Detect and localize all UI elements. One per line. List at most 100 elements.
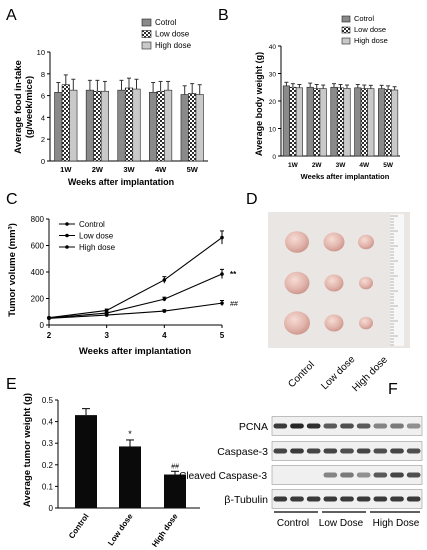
x-tick-label: 1W xyxy=(60,165,72,174)
bar xyxy=(61,84,70,162)
legend-label: High dose xyxy=(79,243,116,252)
bar xyxy=(384,89,392,157)
panel-label-e: E xyxy=(6,376,17,393)
food-intake-xlabel: Weeks after implantation xyxy=(68,177,174,187)
y-tick-label: 4 xyxy=(41,113,45,122)
bar xyxy=(360,88,368,157)
y-tick-label: 0 xyxy=(49,504,54,513)
bar xyxy=(119,446,141,508)
bar xyxy=(319,88,327,157)
x-tick-label: 2W xyxy=(92,165,104,174)
tumor-volume-chart: Tumor volume (mm³) Weeks after implantat… xyxy=(7,215,238,357)
blot-band xyxy=(273,448,288,454)
data-point xyxy=(104,313,109,317)
blot-band xyxy=(340,448,354,454)
tumor-specimen xyxy=(284,271,310,295)
blot-band xyxy=(323,423,338,429)
bar xyxy=(313,88,321,157)
blot-band xyxy=(340,423,354,429)
legend-swatch xyxy=(141,41,152,50)
x-tick-label: 4W xyxy=(155,165,167,174)
y-tick-label: 0.3 xyxy=(42,439,54,448)
x-tick-label: 2 xyxy=(47,331,52,340)
x-tick-label: 1W xyxy=(288,162,299,169)
blot-group-label: Control xyxy=(277,518,309,529)
bar xyxy=(306,86,314,157)
legend-label: Low dose xyxy=(155,30,190,39)
y-tick-label: 20 xyxy=(269,99,277,106)
blot-band xyxy=(306,448,321,454)
blot-band xyxy=(306,423,321,429)
blot-band xyxy=(406,448,421,454)
annotation-significance: ## xyxy=(230,301,238,308)
blot-band xyxy=(390,448,404,454)
y-tick-label: 0 xyxy=(272,154,276,161)
y-tick-label: 800 xyxy=(31,215,45,224)
bar xyxy=(180,94,189,162)
bar xyxy=(54,92,63,162)
blot-band xyxy=(273,423,288,429)
blot-band xyxy=(356,448,371,454)
blot-row-label: Cleaved Caspase-3 xyxy=(179,471,267,482)
x-tick-label: 5 xyxy=(220,331,225,340)
food-intake-ylabel-line2: (g/week/mice) xyxy=(24,76,35,138)
x-tick-label: 4 xyxy=(162,331,167,340)
bar xyxy=(75,415,97,508)
panel-label-d: D xyxy=(246,191,258,208)
x-tick-label: 4W xyxy=(359,162,370,169)
tumor-specimen xyxy=(359,276,373,290)
legend-marker xyxy=(65,245,69,249)
y-tick-label: 10 xyxy=(269,127,277,134)
tumor-specimen xyxy=(284,311,310,335)
tumor-specimen xyxy=(323,232,345,252)
bar xyxy=(378,88,386,157)
data-point xyxy=(104,308,109,313)
bar xyxy=(282,85,290,157)
bar xyxy=(336,87,345,157)
y-tick-label: 40 xyxy=(269,44,277,51)
food-intake-ylabel-line1: Average food in-take xyxy=(13,60,24,154)
data-point xyxy=(162,309,167,313)
annotation-significance: ** xyxy=(230,270,237,279)
y-tick-label: 0.5 xyxy=(42,396,54,405)
blot-row-label: Caspase-3 xyxy=(217,446,268,458)
bar xyxy=(289,86,297,157)
body-weight-ylabel: Average body weight (g) xyxy=(254,52,264,156)
blot-band xyxy=(390,496,404,502)
bar xyxy=(343,88,351,157)
blot-band xyxy=(323,496,338,502)
tumor-specimen xyxy=(324,314,344,332)
panel-label-f: F xyxy=(388,381,398,398)
legend-swatch xyxy=(141,30,152,38)
blot-band xyxy=(356,472,371,478)
y-tick-label: 200 xyxy=(31,295,45,304)
y-tick-label: 0.1 xyxy=(42,482,54,491)
legend-label: High dose xyxy=(155,41,192,50)
bar xyxy=(100,90,109,162)
blot-group-label: Low Dose xyxy=(319,518,364,529)
bar xyxy=(85,89,94,162)
data-point xyxy=(220,235,224,240)
panel-label-a: A xyxy=(6,7,17,24)
x-tick-label: 3 xyxy=(104,331,109,340)
photo-label-high-dose: High dose xyxy=(350,354,390,394)
data-point xyxy=(220,272,224,276)
x-tick-label: Low dose xyxy=(106,512,135,548)
legend-marker xyxy=(65,222,69,226)
data-point xyxy=(47,316,51,321)
bar xyxy=(124,87,134,162)
x-tick-label: 5W xyxy=(383,162,394,169)
tumor-specimen xyxy=(285,231,309,253)
legend-label: Low dose xyxy=(79,232,114,241)
bar xyxy=(367,88,375,157)
y-tick-label: 0 xyxy=(41,157,45,166)
photo-label-control: Control xyxy=(286,360,317,391)
bar xyxy=(132,88,141,162)
bar xyxy=(330,86,338,157)
tumor-weight-ylabel: Average tumor weight (g) xyxy=(22,393,33,507)
y-tick-label: 0.4 xyxy=(42,418,54,427)
y-tick-label: 0 xyxy=(40,321,45,330)
legend-label: Control xyxy=(79,220,105,229)
x-tick-label: 5W xyxy=(187,165,199,174)
